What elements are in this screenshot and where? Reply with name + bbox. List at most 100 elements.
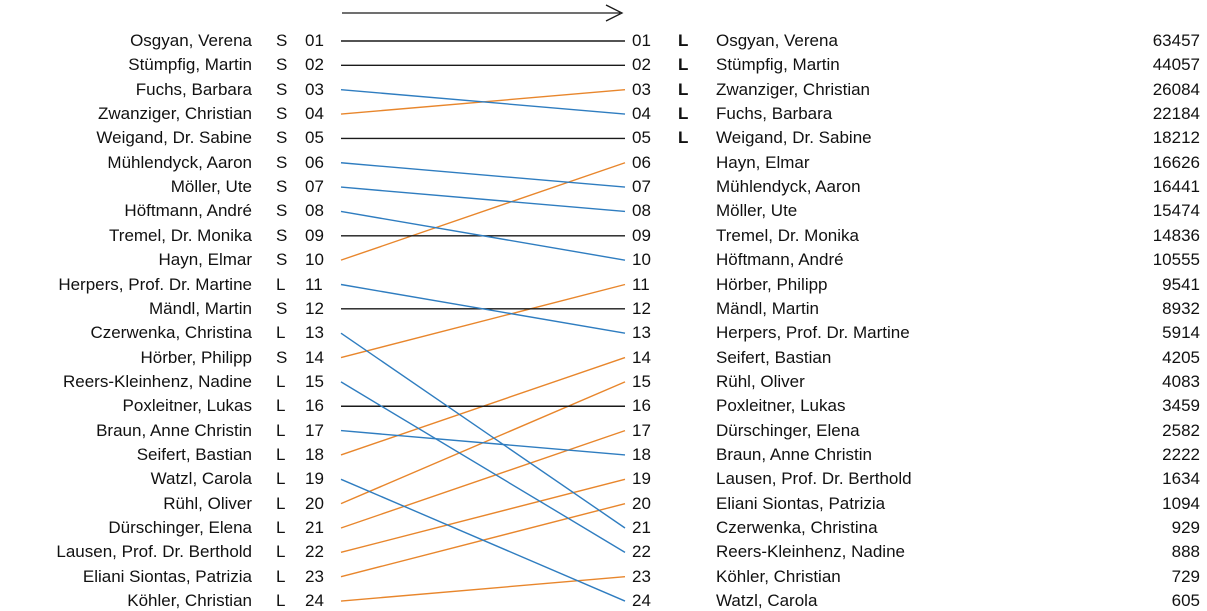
rank-connector-line <box>340 283 626 359</box>
right-vote-count: 4083 <box>1162 371 1200 391</box>
left-candidate-name: Mändl, Martin <box>149 298 252 318</box>
left-rank-number: 18 <box>305 444 324 464</box>
right-candidate-name: Lausen, Prof. Dr. Berthold <box>716 469 912 489</box>
rank-connector-line <box>340 89 626 115</box>
right-vote-count: 63457 <box>1152 31 1200 50</box>
left-candidate-name: Weigand, Dr. Sabine <box>96 128 252 148</box>
right-rank-number: 07 <box>632 177 651 197</box>
left-candidate-name: Czerwenka, Christina <box>90 323 252 343</box>
right-candidate-name: Hayn, Elmar <box>716 152 810 172</box>
right-candidate-name: Mühlendyck, Aaron <box>716 177 861 197</box>
left-list-marker: L <box>276 591 286 611</box>
left-rank-number: 03 <box>305 79 324 99</box>
left-candidate-name: Braun, Anne Christin <box>96 420 252 440</box>
left-list-marker: S <box>276 201 288 221</box>
right-vote-count: 10555 <box>1152 250 1200 270</box>
right-candidate-name: Tremel, Dr. Monika <box>716 225 859 245</box>
left-list-marker: L <box>276 566 286 586</box>
left-candidate-name: Möller, Ute <box>170 177 252 197</box>
left-rank-number: 19 <box>305 469 324 489</box>
right-rank-number: 15 <box>632 371 651 391</box>
right-vote-count: 8932 <box>1162 298 1200 318</box>
left-candidate-name: Herpers, Prof. Dr. Martine <box>58 274 252 294</box>
left-list-marker: L <box>276 444 286 464</box>
left-candidate-name: Rühl, Oliver <box>163 493 252 513</box>
right-candidate-name: Seifert, Bastian <box>716 347 832 367</box>
right-rank-number: 20 <box>632 493 651 513</box>
left-rank-number: 10 <box>305 250 324 270</box>
left-candidate-name: Höftmann, André <box>124 201 252 221</box>
left-rank-number: 15 <box>305 371 324 391</box>
right-elected-marker: L <box>678 31 689 50</box>
left-list-marker: L <box>276 323 286 343</box>
left-candidate-name: Hörber, Philipp <box>140 347 252 367</box>
left-rank-number: 21 <box>305 518 324 537</box>
right-vote-count: 605 <box>1171 591 1200 611</box>
left-list-marker: S <box>276 55 288 75</box>
rank-connector-line <box>340 429 626 456</box>
left-rank-number: 06 <box>305 152 324 172</box>
rank-connector-line <box>340 429 626 529</box>
rank-connector-line <box>340 162 626 188</box>
left-rank-number: 24 <box>305 591 324 611</box>
right-vote-count: 5914 <box>1162 323 1200 343</box>
rank-connector-line <box>340 332 626 529</box>
right-candidate-name: Mändl, Martin <box>716 298 819 318</box>
right-rank-number: 05 <box>632 128 651 148</box>
right-vote-count: 18212 <box>1152 128 1200 148</box>
left-rank-number: 04 <box>305 104 324 124</box>
left-rank-number: 05 <box>305 128 324 148</box>
right-vote-count: 1634 <box>1162 469 1200 489</box>
left-list-marker: L <box>276 371 286 391</box>
right-candidate-name: Fuchs, Barbara <box>716 104 833 124</box>
left-list-marker: S <box>276 79 288 99</box>
right-candidate-name: Czerwenka, Christina <box>716 518 878 537</box>
left-rank-number: 12 <box>305 298 324 318</box>
left-list-marker: S <box>276 104 288 124</box>
left-list-marker: L <box>276 542 286 562</box>
rank-connector-line <box>340 381 626 553</box>
right-candidate-name: Hörber, Philipp <box>716 274 828 294</box>
right-elected-marker: L <box>678 79 689 99</box>
left-candidate-name: Reers-Kleinhenz, Nadine <box>63 371 252 391</box>
left-rank-number: 11 <box>305 274 323 294</box>
right-rank-number: 12 <box>632 298 651 318</box>
right-rank-number: 13 <box>632 323 651 343</box>
left-list-marker: S <box>276 250 288 270</box>
left-candidate-name: Osgyan, Verena <box>130 31 252 50</box>
left-rank-number: 14 <box>305 347 324 367</box>
right-candidate-name: Möller, Ute <box>716 201 798 221</box>
left-rank-number: 13 <box>305 323 324 343</box>
right-rank-number: 23 <box>632 566 651 586</box>
left-candidate-name: Mühlendyck, Aaron <box>107 152 252 172</box>
left-candidate-name: Zwanziger, Christian <box>97 104 252 124</box>
left-candidate-name: Poxleitner, Lukas <box>122 396 252 416</box>
left-candidate-name: Seifert, Bastian <box>136 444 252 464</box>
left-rank-number: 17 <box>305 420 324 440</box>
left-rank-number: 01 <box>305 31 324 50</box>
right-vote-count: 929 <box>1171 518 1200 537</box>
left-list-marker: L <box>276 518 286 537</box>
left-candidate-name: Hayn, Elmar <box>158 250 252 270</box>
right-rank-number: 08 <box>632 201 651 221</box>
right-rank-number: 19 <box>632 469 651 489</box>
rank-connector-line <box>340 576 626 602</box>
right-candidate-name: Höftmann, André <box>716 250 844 270</box>
right-rank-number: 22 <box>632 542 651 562</box>
right-rank-number: 18 <box>632 444 651 464</box>
right-candidate-name: Köhler, Christian <box>716 566 841 586</box>
right-vote-count: 2582 <box>1162 420 1200 440</box>
left-list-marker: L <box>276 493 286 513</box>
right-candidate-name: Stümpfig, Martin <box>716 55 840 75</box>
left-rank-number: 09 <box>305 225 324 245</box>
left-list-marker: S <box>276 128 288 148</box>
right-rank-number: 03 <box>632 79 651 99</box>
right-vote-count: 3459 <box>1162 396 1200 416</box>
left-candidate-name: Eliani Siontas, Patrizia <box>82 566 252 586</box>
right-vote-count: 888 <box>1171 542 1200 562</box>
right-candidate-name: Braun, Anne Christin <box>716 444 872 464</box>
left-rank-number: 23 <box>305 566 324 586</box>
right-candidate-name: Dürschinger, Elena <box>716 420 860 440</box>
right-vote-count: 729 <box>1171 566 1200 586</box>
